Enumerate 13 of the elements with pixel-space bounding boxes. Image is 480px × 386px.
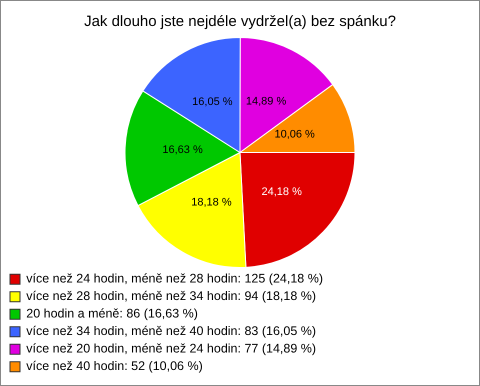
data-label: 18,18 % bbox=[191, 196, 232, 208]
legend-label: více než 34 hodin, méně než 40 hodin: 83 (16,05 %) bbox=[26, 324, 316, 338]
data-label: 10,06 % bbox=[274, 128, 316, 141]
data-label: 14,89 % bbox=[246, 95, 286, 108]
chart-title: Jak dlouho jste nejdéle vydržel(a) bez spánku? bbox=[83, 13, 397, 32]
legend-label: více než 40 hodin: 52 (10,06 %) bbox=[26, 359, 203, 374]
data-label: 24,18 % bbox=[262, 186, 302, 198]
data-label: 16,63 % bbox=[162, 144, 203, 156]
legend-label: více než 28 hodin, méně než 34 hodin: 94 (18,18 %) bbox=[26, 289, 316, 304]
data-label: 16,05 % bbox=[192, 96, 233, 108]
legend-label: 20 hodin a méně: 86 (16,63 %) bbox=[26, 306, 198, 321]
legend-label: více než 20 hodin, méně než 24 hodin: 77 (14,89 %) bbox=[26, 342, 316, 356]
legend-label: více než 24 hodin, méně než 28 hodin: 125 (24,18 %) bbox=[26, 272, 323, 286]
